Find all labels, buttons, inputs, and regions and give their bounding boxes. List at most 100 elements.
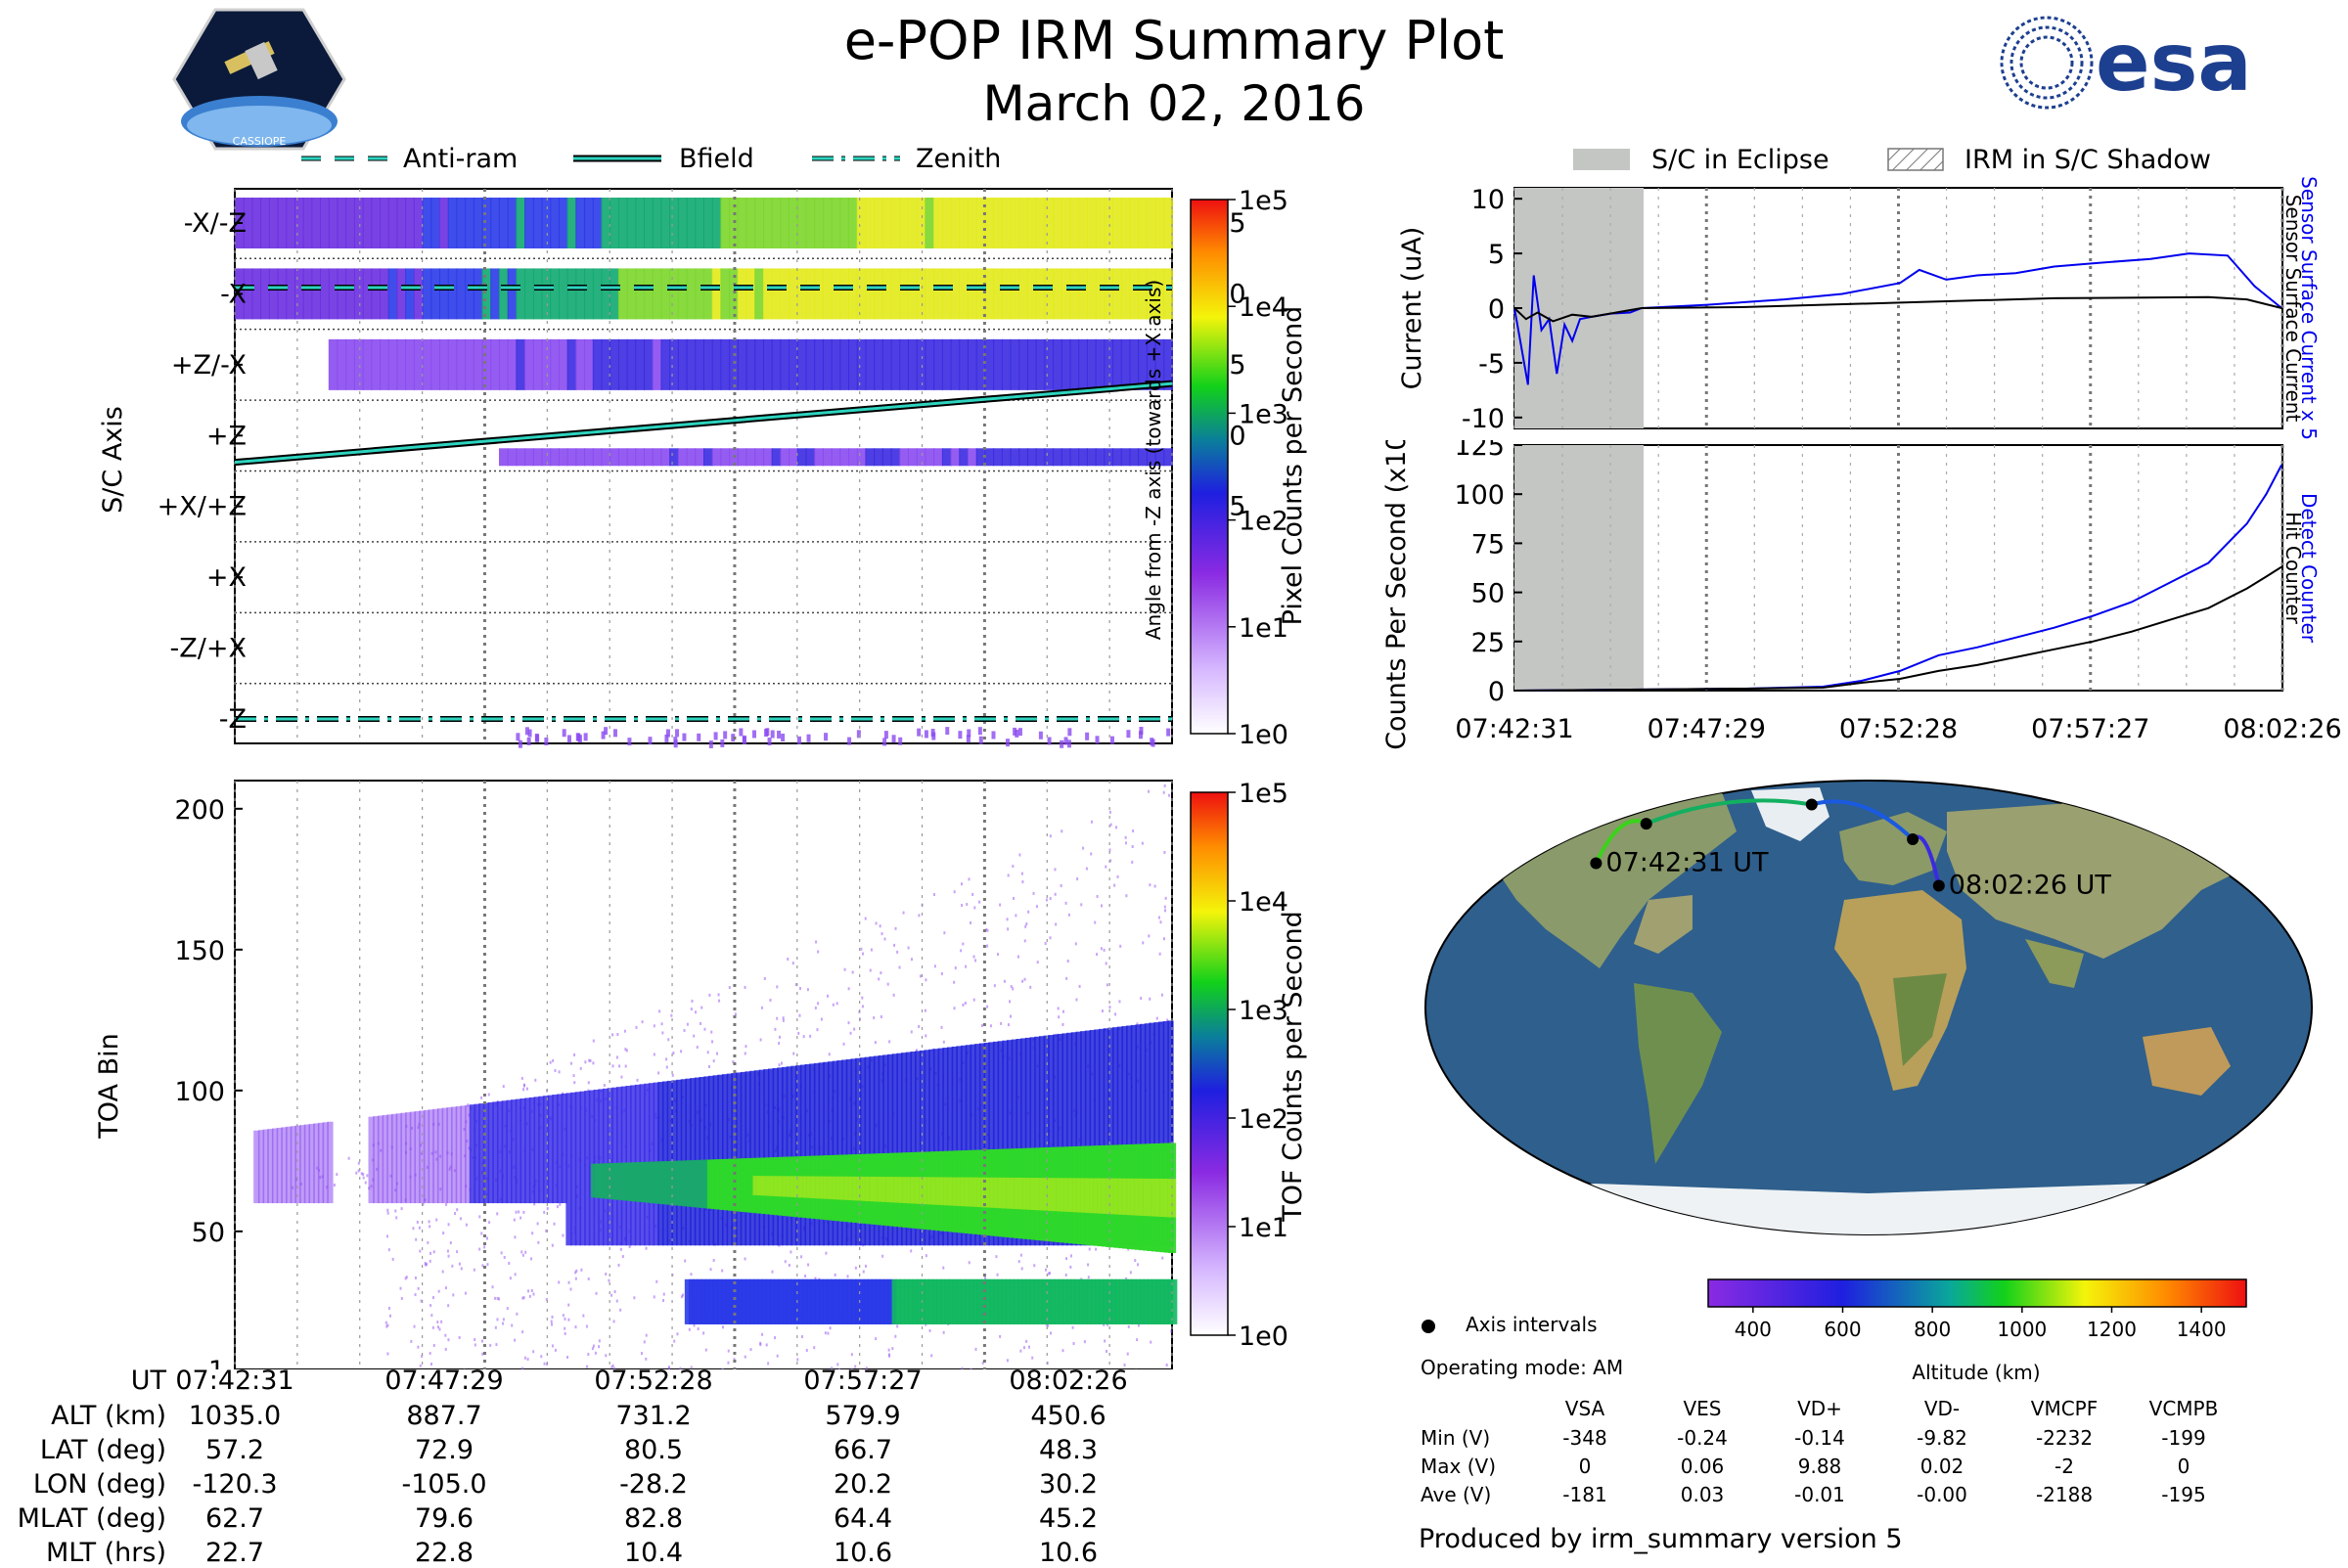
toa-noise-cell	[847, 1275, 849, 1277]
toa-noise-cell	[908, 946, 910, 949]
sc-axis-heat-cell	[951, 268, 961, 319]
toa-noise-cell	[385, 1322, 387, 1324]
sc-axis-heat-cell	[848, 448, 858, 466]
toa-noise-cell	[1045, 942, 1047, 945]
ut-tick-label: 08:02:26	[971, 1366, 1166, 1396]
toa-noise-cell	[804, 1275, 806, 1277]
sc-axis-heat-cell	[610, 198, 619, 248]
sc-axis-heat-cell	[544, 738, 548, 745]
toa-tick-label: 150	[174, 936, 225, 966]
toa-noise-cell	[1089, 1248, 1091, 1251]
toa-noise-cell	[516, 1313, 518, 1316]
toa-noise-cell	[984, 1277, 986, 1279]
sc-axis-heat-cell	[1096, 339, 1106, 390]
toa-noise-cell	[551, 1323, 553, 1326]
sc-axis-heat-cell	[1067, 728, 1071, 736]
sc-axis-heat-cell	[610, 339, 619, 390]
sc-axis-heat-cell	[278, 198, 288, 248]
toa-noise-cell	[521, 1330, 523, 1333]
toa-noise-cell	[926, 1254, 927, 1257]
operating-mode: Operating mode: AM	[1421, 1356, 1623, 1379]
toa-noise-cell	[580, 1067, 582, 1070]
sc-axis-heat-cell	[533, 268, 543, 319]
ephemeris-cell: 10.6	[765, 1538, 961, 1568]
toa-noise-cell	[614, 1290, 616, 1293]
sc-axis-heat-cell	[516, 733, 519, 740]
toa-noise-cell	[1163, 937, 1165, 940]
voltage-column-header: VCMPB	[2125, 1397, 2242, 1420]
sc-axis-heat-cell	[959, 268, 969, 319]
toa-noise-cell	[1025, 1340, 1027, 1343]
toa-noise-cell	[657, 1071, 659, 1074]
toa-noise-cell	[670, 1014, 672, 1017]
ephemeris-cell: 66.7	[765, 1435, 961, 1465]
toa-noise-cell	[442, 1271, 444, 1274]
toa-noise-cell	[523, 1085, 525, 1088]
toa-noise-cell	[700, 1007, 702, 1009]
sc-axis-heat-cell	[823, 339, 833, 390]
toa-noise-cell	[910, 1249, 912, 1252]
toa-noise-cell	[552, 1344, 554, 1347]
sc-axis-heat-cell	[669, 339, 679, 390]
toa-noise-cell	[1091, 821, 1093, 824]
toa-noise-cell	[1148, 934, 1150, 937]
voltage-cell: -2232	[2006, 1426, 2123, 1450]
sc-axis-heat-cell	[627, 198, 637, 248]
sc-axis-heat-cell	[648, 737, 652, 744]
sc-axis-heat-cell	[584, 268, 594, 319]
toa-noise-cell	[1067, 960, 1069, 963]
toa-noise-cell	[555, 1349, 557, 1352]
toa-noise-cell	[1159, 953, 1161, 956]
toa-noise-cell	[419, 1227, 421, 1230]
sc-axis-heat-cell	[720, 448, 730, 466]
sc-axis-heat-cell	[618, 198, 628, 248]
toa-noise-cell	[729, 986, 731, 989]
toa-noise-cell	[1140, 997, 1142, 1000]
y-tick-label: 0	[1488, 677, 1505, 707]
ut-tick-label: 07:42:31	[137, 1366, 333, 1396]
voltage-cell: -0.01	[1761, 1483, 1878, 1506]
toa-noise-cell	[405, 1277, 407, 1279]
toa-noise-cell	[521, 1077, 523, 1080]
toa-noise-cell	[1021, 980, 1023, 983]
toa-noise-cell	[803, 1035, 805, 1038]
sc-axis-heat-cell	[363, 198, 373, 248]
toa-noise-cell	[488, 1094, 490, 1097]
toa-noise-cell	[835, 1274, 836, 1277]
sc-axis-heat-cell	[925, 448, 934, 466]
toa-noise-cell	[1058, 1007, 1060, 1009]
toa-noise-cell	[702, 1331, 704, 1334]
toa-noise-cell	[661, 1022, 663, 1025]
toa-noise-cell	[1087, 1263, 1089, 1266]
toa-noise-cell	[445, 1348, 447, 1351]
toa-noise-cell	[496, 1212, 498, 1215]
toa-noise-cell	[745, 1257, 746, 1260]
sc-axis-heat-cell	[1006, 739, 1010, 746]
toa-noise-cell	[522, 1211, 524, 1214]
sc-axis-heat-cell	[806, 448, 816, 466]
sc-axis-heat-cell	[269, 268, 279, 319]
sc-axis-heat-cell	[882, 198, 892, 248]
toa-noise-cell	[480, 1232, 482, 1234]
sc-axis-heat-cell	[294, 198, 304, 248]
sc-axis-heat-cell	[891, 198, 901, 248]
toa-noise-cell	[930, 1354, 932, 1357]
toa-noise-cell	[817, 1002, 819, 1005]
toa-noise-cell	[568, 1281, 570, 1284]
toa-noise-cell	[658, 1009, 660, 1012]
sc-axis-heat-cell	[354, 198, 364, 248]
sc-axis-heat-cell	[824, 733, 828, 740]
toa-noise-cell	[514, 1235, 516, 1238]
legend-antiram-label: Anti-ram	[403, 144, 518, 174]
toa-noise-cell	[1106, 1350, 1107, 1353]
toa-noise-cell	[1027, 911, 1029, 914]
voltage-row-label: Ave (V)	[1421, 1483, 1491, 1506]
toa-noise-cell	[1075, 998, 1077, 1001]
toa-noise-cell	[895, 927, 897, 930]
toa-noise-cell	[848, 1021, 850, 1024]
sc-axis-heat-cell	[675, 729, 679, 737]
ephemeris-cell: 22.7	[137, 1538, 333, 1568]
toa-noise-cell	[1170, 1330, 1172, 1333]
toa-noise-cell	[1168, 794, 1170, 797]
